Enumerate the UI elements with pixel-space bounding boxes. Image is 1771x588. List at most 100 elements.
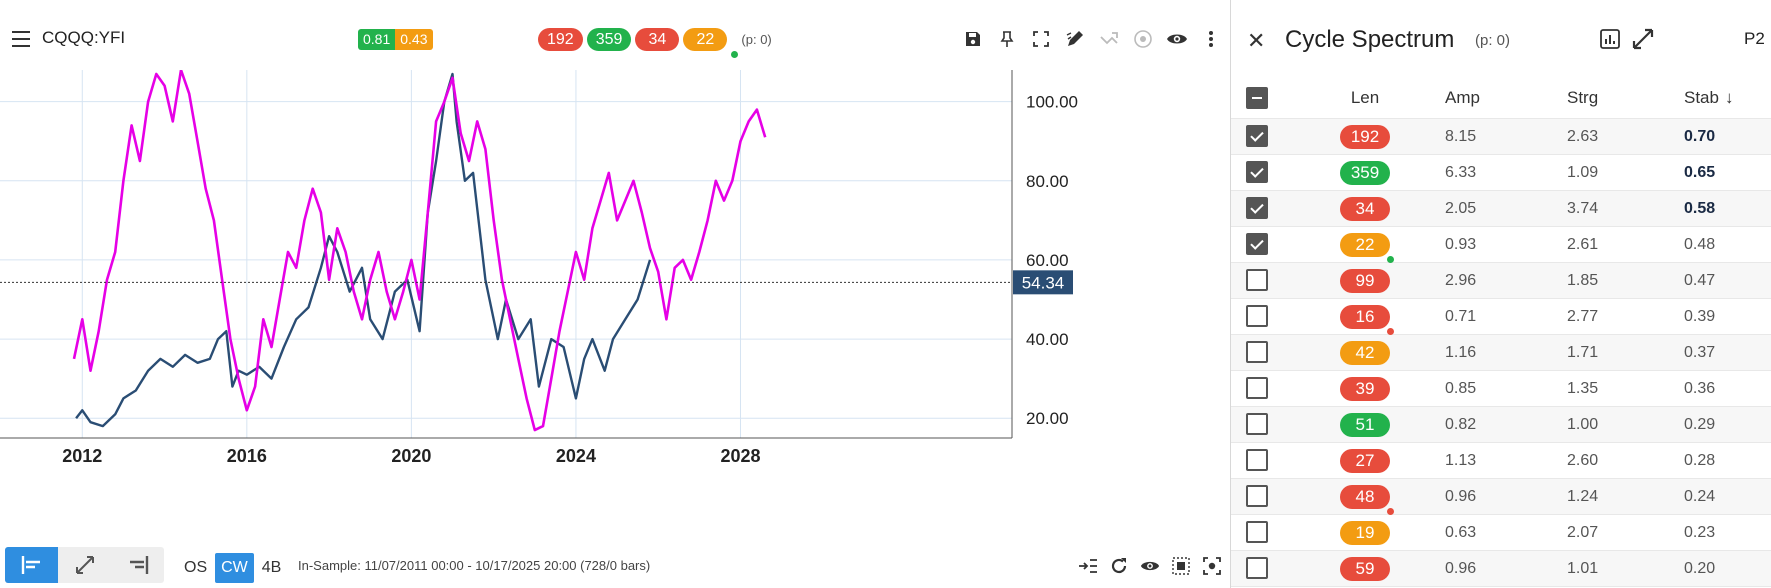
mode-4b[interactable]: 4B <box>261 559 282 576</box>
chart-icon[interactable] <box>1599 28 1621 50</box>
eye-icon[interactable] <box>1140 556 1160 576</box>
indent-icon[interactable] <box>1078 556 1098 576</box>
close-icon[interactable]: ✕ <box>1247 28 1266 53</box>
hamburger-menu-icon[interactable] <box>12 31 30 47</box>
price-chart[interactable]: 20.00 40.00 60.00 80.00 100.00 2012 2016 2020 20… <box>0 70 1230 540</box>
y-tick-label: 100.00 <box>1026 93 1078 112</box>
symbol-label[interactable]: CQQQ:YFI <box>42 28 126 47</box>
y-tick-label: 60.00 <box>1026 251 1069 270</box>
expand-button[interactable] <box>58 547 111 583</box>
fullscreen-icon[interactable] <box>1030 28 1052 50</box>
align-left-button[interactable] <box>5 547 58 583</box>
column-header-amp[interactable]: Amp <box>1445 88 1480 107</box>
pin-icon[interactable] <box>996 28 1018 50</box>
row-checkbox[interactable] <box>1246 341 1268 363</box>
cycle-badge[interactable]: 34 <box>635 28 680 51</box>
row-checkbox[interactable] <box>1246 125 1268 147</box>
strg-cell: 2.63 <box>1567 127 1599 145</box>
projection-icon[interactable] <box>1098 28 1120 50</box>
table-row[interactable]: 16 0.71 2.77 0.39 <box>1231 299 1771 335</box>
len-badge[interactable]: 192 <box>1340 124 1390 149</box>
expand-icon[interactable] <box>1631 27 1655 51</box>
refresh-icon[interactable] <box>1109 556 1129 576</box>
table-row[interactable]: 192 8.15 2.63 0.70 <box>1231 119 1771 155</box>
stab-cell: 0.37 <box>1684 343 1716 361</box>
cycle-badge[interactable]: 192 <box>538 28 583 51</box>
status-dot <box>1387 508 1394 515</box>
table-row[interactable]: 27 1.13 2.60 0.28 <box>1231 443 1771 479</box>
page-indicator[interactable]: P2 <box>1744 29 1765 48</box>
row-checkbox[interactable] <box>1246 305 1268 327</box>
table-row[interactable]: 34 2.05 3.74 0.58 <box>1231 191 1771 227</box>
table-row[interactable]: 19 0.63 2.07 0.23 <box>1231 515 1771 551</box>
eye-icon[interactable] <box>1166 28 1188 50</box>
len-badge[interactable]: 42 <box>1340 340 1390 365</box>
draw-icon[interactable] <box>1064 28 1086 50</box>
amp-cell: 0.71 <box>1445 307 1477 325</box>
len-badge[interactable]: 99 <box>1340 268 1390 293</box>
table-row[interactable]: 22 0.93 2.61 0.48 <box>1231 227 1771 263</box>
x-tick-label: 2012 <box>62 446 102 466</box>
mode-os[interactable]: OS <box>184 559 208 576</box>
row-checkbox[interactable] <box>1246 197 1268 219</box>
select-all-checkbox[interactable] <box>1246 87 1268 109</box>
len-badge[interactable]: 16 <box>1340 304 1390 329</box>
p-info-label: (p: 0) <box>1475 32 1511 49</box>
row-checkbox[interactable] <box>1246 521 1268 543</box>
table-row[interactable]: 39 0.85 1.35 0.36 <box>1231 371 1771 407</box>
stab-cell: 0.36 <box>1684 379 1716 397</box>
focus-icon[interactable] <box>1202 556 1222 576</box>
save-icon[interactable] <box>962 28 984 50</box>
len-badge[interactable]: 27 <box>1340 448 1390 473</box>
len-cell: 99 <box>1338 268 1392 293</box>
amp-cell: 0.63 <box>1445 523 1477 541</box>
column-header-stab[interactable]: Stab ↓ <box>1684 88 1733 108</box>
len-cell: 59 <box>1338 556 1392 581</box>
table-row[interactable]: 359 6.33 1.09 0.65 <box>1231 155 1771 191</box>
len-badge[interactable]: 51 <box>1340 412 1390 437</box>
align-right-button[interactable] <box>111 547 164 583</box>
frame-icon[interactable] <box>1171 556 1191 576</box>
stab-cell: 0.23 <box>1684 523 1716 541</box>
len-badge[interactable]: 48 <box>1340 484 1390 509</box>
len-badge[interactable]: 22 <box>1340 232 1390 257</box>
row-checkbox[interactable] <box>1246 557 1268 579</box>
alignment-toggle <box>5 547 164 583</box>
len-cell: 42 <box>1338 340 1392 365</box>
len-badge[interactable]: 59 <box>1340 556 1390 581</box>
row-checkbox[interactable] <box>1246 269 1268 291</box>
cycle-badges: 192 359 34 22 (p: 0) <box>538 28 772 51</box>
table-row[interactable]: 42 1.16 1.71 0.37 <box>1231 335 1771 371</box>
more-icon[interactable] <box>1200 28 1222 50</box>
row-checkbox[interactable] <box>1246 485 1268 507</box>
len-badge[interactable]: 359 <box>1340 160 1390 185</box>
cycle-badge[interactable]: 359 <box>586 28 632 51</box>
column-header-strg[interactable]: Strg <box>1567 88 1599 107</box>
pane-divider[interactable] <box>1230 0 1231 588</box>
len-badge[interactable]: 19 <box>1340 520 1390 545</box>
target-icon[interactable] <box>1132 28 1154 50</box>
table-row[interactable]: 99 2.96 1.85 0.47 <box>1231 263 1771 299</box>
strg-cell: 1.01 <box>1567 559 1599 577</box>
strg-cell: 2.61 <box>1567 235 1599 253</box>
row-checkbox[interactable] <box>1246 161 1268 183</box>
price-label: 54.34 <box>1022 273 1065 292</box>
len-badge[interactable]: 34 <box>1340 196 1390 221</box>
amp-cell: 0.82 <box>1445 415 1477 433</box>
row-checkbox[interactable] <box>1246 377 1268 399</box>
row-checkbox[interactable] <box>1246 233 1268 255</box>
mode-cw[interactable]: CW <box>215 553 254 583</box>
len-badge[interactable]: 39 <box>1340 376 1390 401</box>
table-row[interactable]: 51 0.82 1.00 0.29 <box>1231 407 1771 443</box>
cycle-badge[interactable]: 22 <box>683 28 728 51</box>
row-checkbox[interactable] <box>1246 413 1268 435</box>
len-cell: 39 <box>1338 376 1392 401</box>
column-header-len[interactable]: Len <box>1350 88 1380 107</box>
x-tick-label: 2024 <box>556 446 596 466</box>
table-header: Len Amp Strg Stab ↓ <box>1231 78 1771 119</box>
table-row[interactable]: 48 0.96 1.24 0.24 <box>1231 479 1771 515</box>
table-row[interactable]: 59 0.96 1.01 0.20 <box>1231 551 1771 587</box>
x-tick-label: 2028 <box>720 446 760 466</box>
p-info-label: (p: 0) <box>741 32 772 47</box>
row-checkbox[interactable] <box>1246 449 1268 471</box>
